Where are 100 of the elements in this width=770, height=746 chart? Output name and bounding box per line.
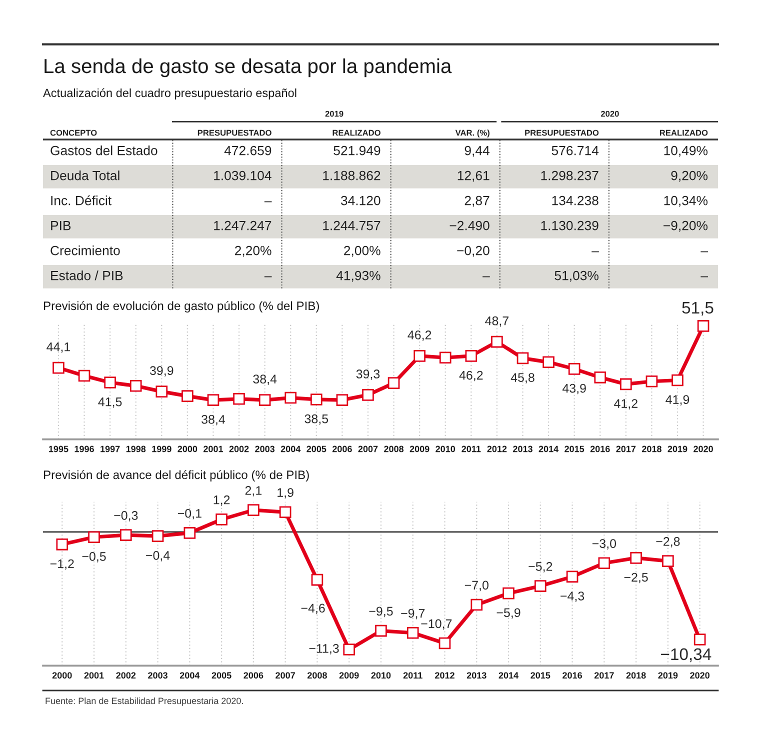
x-tick-label: 2013 xyxy=(466,672,486,679)
data-label: −2,5 xyxy=(624,572,648,584)
category-label: VAR. (%) xyxy=(455,130,490,138)
point xyxy=(130,380,142,392)
x-tick-label: 2015 xyxy=(564,446,584,452)
text: −9,20% xyxy=(664,220,708,232)
text: 1.039.104 xyxy=(214,170,272,180)
data-label: 43,9 xyxy=(562,384,586,394)
text: 9,20% xyxy=(671,170,708,182)
text: 2020 xyxy=(600,110,619,117)
data-label: −9,7 xyxy=(401,608,425,620)
data-label: −0,4 xyxy=(146,551,170,562)
x-tick-label: 2018 xyxy=(642,446,662,452)
point xyxy=(336,394,348,406)
point xyxy=(646,375,658,388)
data-label: 41,5 xyxy=(98,398,122,408)
x-tick-label: 2000 xyxy=(178,446,198,452)
point xyxy=(465,350,478,362)
category-label: Gastos del Estado xyxy=(50,146,158,156)
point xyxy=(284,392,297,404)
text: 1.247.247 xyxy=(214,220,272,230)
x-tick-label: 2015 xyxy=(530,672,550,679)
x-tick-label: 2005 xyxy=(212,672,232,679)
text: 2019 xyxy=(325,110,344,117)
x-tick-label: 2016 xyxy=(590,446,610,452)
text: – xyxy=(700,276,708,278)
x-tick-label: 2017 xyxy=(594,672,614,679)
text: 34.120 xyxy=(340,196,380,206)
point xyxy=(152,530,164,542)
text: 134.238 xyxy=(552,196,598,206)
data-label: 38,4 xyxy=(253,374,277,385)
x-tick-label: 2019 xyxy=(668,446,688,452)
point xyxy=(439,352,452,364)
data-label: −0,1 xyxy=(178,508,202,520)
x-tick-label: 2007 xyxy=(358,446,378,452)
data-label: 46,2 xyxy=(459,370,483,382)
x-tick-label: 2005 xyxy=(306,446,326,452)
point xyxy=(311,574,324,586)
point xyxy=(414,350,426,362)
text: – xyxy=(482,276,490,278)
point xyxy=(534,580,546,592)
point xyxy=(88,531,100,544)
point xyxy=(594,372,606,384)
data-label: −7,0 xyxy=(464,580,488,592)
x-tick-label: 2011 xyxy=(462,446,481,452)
point xyxy=(78,370,90,382)
chart-title: Previsión de evolución de gasto público (% del PIB) xyxy=(44,301,319,313)
x-tick-label: 2003 xyxy=(148,672,168,679)
point xyxy=(598,557,610,570)
point xyxy=(491,336,503,348)
point xyxy=(120,529,132,541)
data-label: 38,4 xyxy=(202,414,226,426)
text: Actualización del cuadro presupuestario español xyxy=(43,88,296,100)
x-tick-label: 2003 xyxy=(255,446,275,452)
x-tick-label: 2013 xyxy=(513,446,532,452)
text: 2,00% xyxy=(344,246,380,257)
point xyxy=(516,352,529,364)
x-tick-label: 2006 xyxy=(332,446,352,452)
data-label: −10,7 xyxy=(421,619,452,630)
point xyxy=(52,362,64,374)
text: 1.298.237 xyxy=(541,170,598,180)
x-tick-label: 2010 xyxy=(371,672,391,679)
data-label: 51,5 xyxy=(682,302,714,316)
text: 41,93% xyxy=(336,270,380,282)
x-tick-label: 1995 xyxy=(49,446,68,452)
x-tick-label: 1998 xyxy=(126,446,146,452)
text: 10,49% xyxy=(664,146,708,157)
text: 2,20% xyxy=(235,246,272,257)
x-tick-label: 2011 xyxy=(403,672,422,679)
category-label: PIB xyxy=(51,221,71,230)
x-tick-label: 2002 xyxy=(229,446,249,452)
data-label: −4,6 xyxy=(301,604,325,614)
x-tick-label: 2019 xyxy=(658,672,678,679)
category-label: Crecimiento xyxy=(50,246,120,256)
x-tick-label: 2002 xyxy=(116,672,136,679)
point xyxy=(502,587,514,600)
data-label: 1,9 xyxy=(278,488,294,498)
data-label: 38,5 xyxy=(304,414,328,425)
data-label: 39,3 xyxy=(356,370,380,380)
text: – xyxy=(264,276,272,278)
point xyxy=(258,394,271,406)
data-label: −9,5 xyxy=(369,606,393,618)
text: 521.949 xyxy=(334,146,380,156)
x-tick-label: 2008 xyxy=(384,446,404,452)
x-tick-label: 2004 xyxy=(280,446,301,452)
data-label: 41,9 xyxy=(666,395,690,406)
x-tick-label: 2006 xyxy=(244,672,264,679)
data-label: −0,3 xyxy=(114,511,138,522)
text: – xyxy=(264,201,272,202)
x-tick-label: 2004 xyxy=(180,672,200,679)
x-tick-label: 2010 xyxy=(436,446,456,452)
point xyxy=(362,389,374,401)
x-tick-label: 2012 xyxy=(487,446,507,452)
data-label: −5,2 xyxy=(528,562,552,572)
text: 12,61 xyxy=(458,170,490,182)
category-label: Inc. Déficit xyxy=(51,195,112,206)
point xyxy=(406,626,419,639)
text: −2.490 xyxy=(450,220,490,230)
point xyxy=(207,394,220,406)
point xyxy=(662,555,674,567)
